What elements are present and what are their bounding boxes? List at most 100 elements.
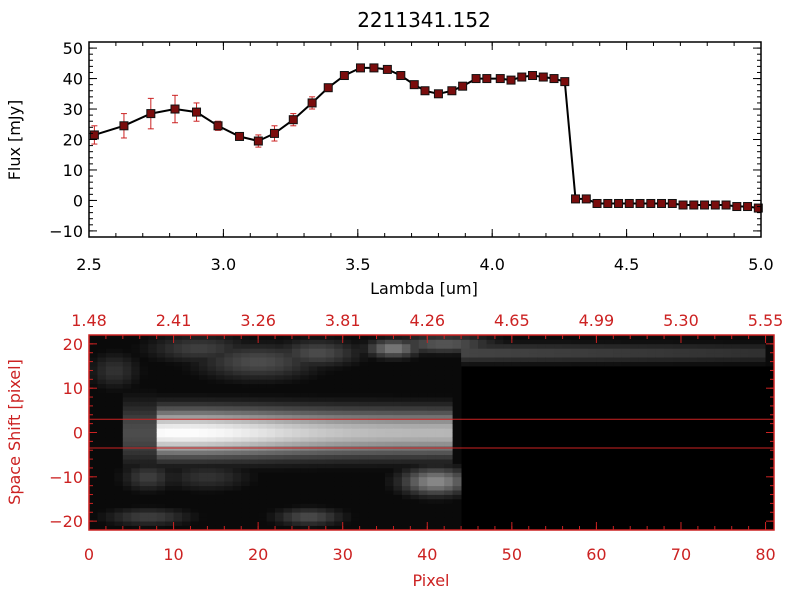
flux-point bbox=[753, 203, 763, 213]
space-shift-y-tick-label: 10 bbox=[63, 379, 83, 398]
flux-point bbox=[495, 74, 505, 84]
flux-point bbox=[409, 80, 419, 90]
flux-point bbox=[447, 86, 457, 96]
flux-point bbox=[119, 121, 129, 131]
flux-point bbox=[323, 83, 333, 93]
space-shift-y-axis: −20 −10 0 10 20 bbox=[49, 334, 774, 531]
flux-point bbox=[549, 74, 559, 84]
wavelength-top-tick-label: 2.41 bbox=[156, 311, 192, 330]
pixel-x-tick-label: 60 bbox=[586, 545, 606, 564]
wavelength-top-tick-label: 4.65 bbox=[494, 311, 530, 330]
spectrum-plot-area bbox=[89, 63, 763, 213]
pixel-x-axis: 0 10 20 30 40 50 60 70 80 bbox=[84, 522, 776, 564]
chart-title: 2211341.152 bbox=[357, 8, 491, 32]
pixel-x-tick-label: 0 bbox=[84, 545, 94, 564]
flux-point bbox=[517, 72, 527, 82]
flux-point bbox=[678, 200, 688, 210]
wavelength-top-tick-label: 5.55 bbox=[748, 311, 784, 330]
spectrum-y-tick-label: 0 bbox=[73, 191, 83, 210]
spectrum-y-tick-label: 40 bbox=[63, 70, 83, 89]
space-shift-y-label: Space Shift [pixel] bbox=[5, 359, 24, 505]
spectrum-y-tick-label: 10 bbox=[63, 161, 83, 180]
pixel-x-tick-label: 30 bbox=[333, 545, 353, 564]
flux-point bbox=[560, 77, 570, 87]
spectrum-x-label: Lambda [um] bbox=[370, 279, 478, 298]
flux-point bbox=[382, 64, 392, 74]
flux-point bbox=[369, 63, 379, 73]
wavelength-top-tick-label: 4.26 bbox=[409, 311, 445, 330]
flux-point bbox=[170, 104, 180, 114]
flux-point bbox=[146, 109, 156, 119]
space-shift-y-tick-label: 20 bbox=[63, 335, 83, 354]
flux-point bbox=[710, 200, 720, 210]
flux-point bbox=[339, 71, 349, 81]
flux-point bbox=[307, 98, 317, 108]
spectrum-2d-image: 0 10 20 30 40 50 60 70 80 1.48 2.41 3.26 3.81 4.26 4.… bbox=[5, 311, 783, 590]
pixel-x-tick-label: 10 bbox=[163, 545, 183, 564]
flux-point bbox=[253, 136, 263, 146]
flux-point bbox=[89, 130, 99, 140]
pixel-x-tick-label: 70 bbox=[671, 545, 691, 564]
flux-point bbox=[743, 202, 753, 212]
flux-point bbox=[528, 71, 538, 81]
wavelength-top-tick-label: 3.26 bbox=[240, 311, 276, 330]
flux-point bbox=[538, 72, 548, 82]
flux-point bbox=[482, 74, 492, 84]
flux-point bbox=[213, 121, 223, 131]
spectrum-y-label: Flux [mJy] bbox=[5, 100, 24, 181]
spectrum-y-tick-label: 20 bbox=[63, 131, 83, 150]
wavelength-top-tick-label: 5.30 bbox=[663, 311, 699, 330]
flux-point bbox=[732, 202, 742, 212]
flux-point bbox=[667, 198, 677, 208]
flux-point bbox=[269, 128, 279, 138]
pixel-x-tick-label: 50 bbox=[502, 545, 522, 564]
flux-point bbox=[614, 198, 624, 208]
flux-point bbox=[700, 200, 710, 210]
wavelength-top-tick-label: 1.48 bbox=[71, 311, 107, 330]
wavelength-top-tick-label: 3.81 bbox=[325, 311, 361, 330]
flux-point bbox=[458, 81, 468, 91]
spectrum-y-tick-label: 50 bbox=[63, 39, 83, 58]
flux-point bbox=[657, 198, 667, 208]
flux-point bbox=[646, 198, 656, 208]
flux-point bbox=[721, 200, 731, 210]
spectrum-x-axis: 2.5 3.0 3.5 4.0 4.5 5.0 bbox=[76, 42, 774, 274]
flux-point bbox=[396, 71, 406, 81]
spectrum-x-tick-label: 3.5 bbox=[345, 255, 370, 274]
flux-point bbox=[506, 75, 516, 85]
spectrum-x-tick-label: 2.5 bbox=[76, 255, 101, 274]
spectrum-y-axis: −10 0 10 20 30 40 50 bbox=[49, 39, 761, 241]
pixel-x-tick-label: 40 bbox=[417, 545, 437, 564]
flux-point bbox=[355, 63, 365, 73]
flux-point bbox=[603, 198, 613, 208]
spectrum-2d-pixels bbox=[89, 335, 775, 531]
space-shift-y-tick-label: −10 bbox=[49, 468, 83, 487]
flux-point bbox=[635, 198, 645, 208]
spectrum-y-tick-label: −10 bbox=[49, 222, 83, 241]
flux-point bbox=[471, 74, 481, 84]
spectrum-x-tick-label: 4.5 bbox=[614, 255, 639, 274]
spectrum-x-tick-label: 4.0 bbox=[479, 255, 504, 274]
spectrum-chart: 2.5 3.0 3.5 4.0 4.5 5.0 −10 0 10 20 30 40 50 Lambda… bbox=[5, 39, 774, 298]
pixel-x-label: Pixel bbox=[412, 571, 449, 590]
space-shift-y-tick-label: 0 bbox=[73, 424, 83, 443]
flux-point bbox=[288, 115, 298, 125]
flux-point bbox=[592, 198, 602, 208]
wavelength-top-tick-label: 4.99 bbox=[579, 311, 615, 330]
flux-point bbox=[624, 198, 634, 208]
flux-point bbox=[689, 200, 699, 210]
spectrum-x-tick-label: 3.0 bbox=[211, 255, 236, 274]
flux-point bbox=[433, 89, 443, 99]
spectrum-x-tick-label: 5.0 bbox=[748, 255, 773, 274]
spectrum-y-tick-label: 30 bbox=[63, 100, 83, 119]
flux-point bbox=[235, 131, 245, 141]
flux-point bbox=[420, 86, 430, 96]
wavelength-top-axis: 1.48 2.41 3.26 3.81 4.26 4.65 4.99 5.30 5.55 bbox=[71, 311, 783, 343]
space-shift-y-tick-label: −20 bbox=[49, 512, 83, 531]
flux-point bbox=[192, 107, 202, 117]
pixel-x-tick-label: 80 bbox=[755, 545, 775, 564]
flux-point bbox=[581, 194, 591, 204]
pixel-x-tick-label: 20 bbox=[248, 545, 268, 564]
flux-point bbox=[571, 194, 581, 204]
